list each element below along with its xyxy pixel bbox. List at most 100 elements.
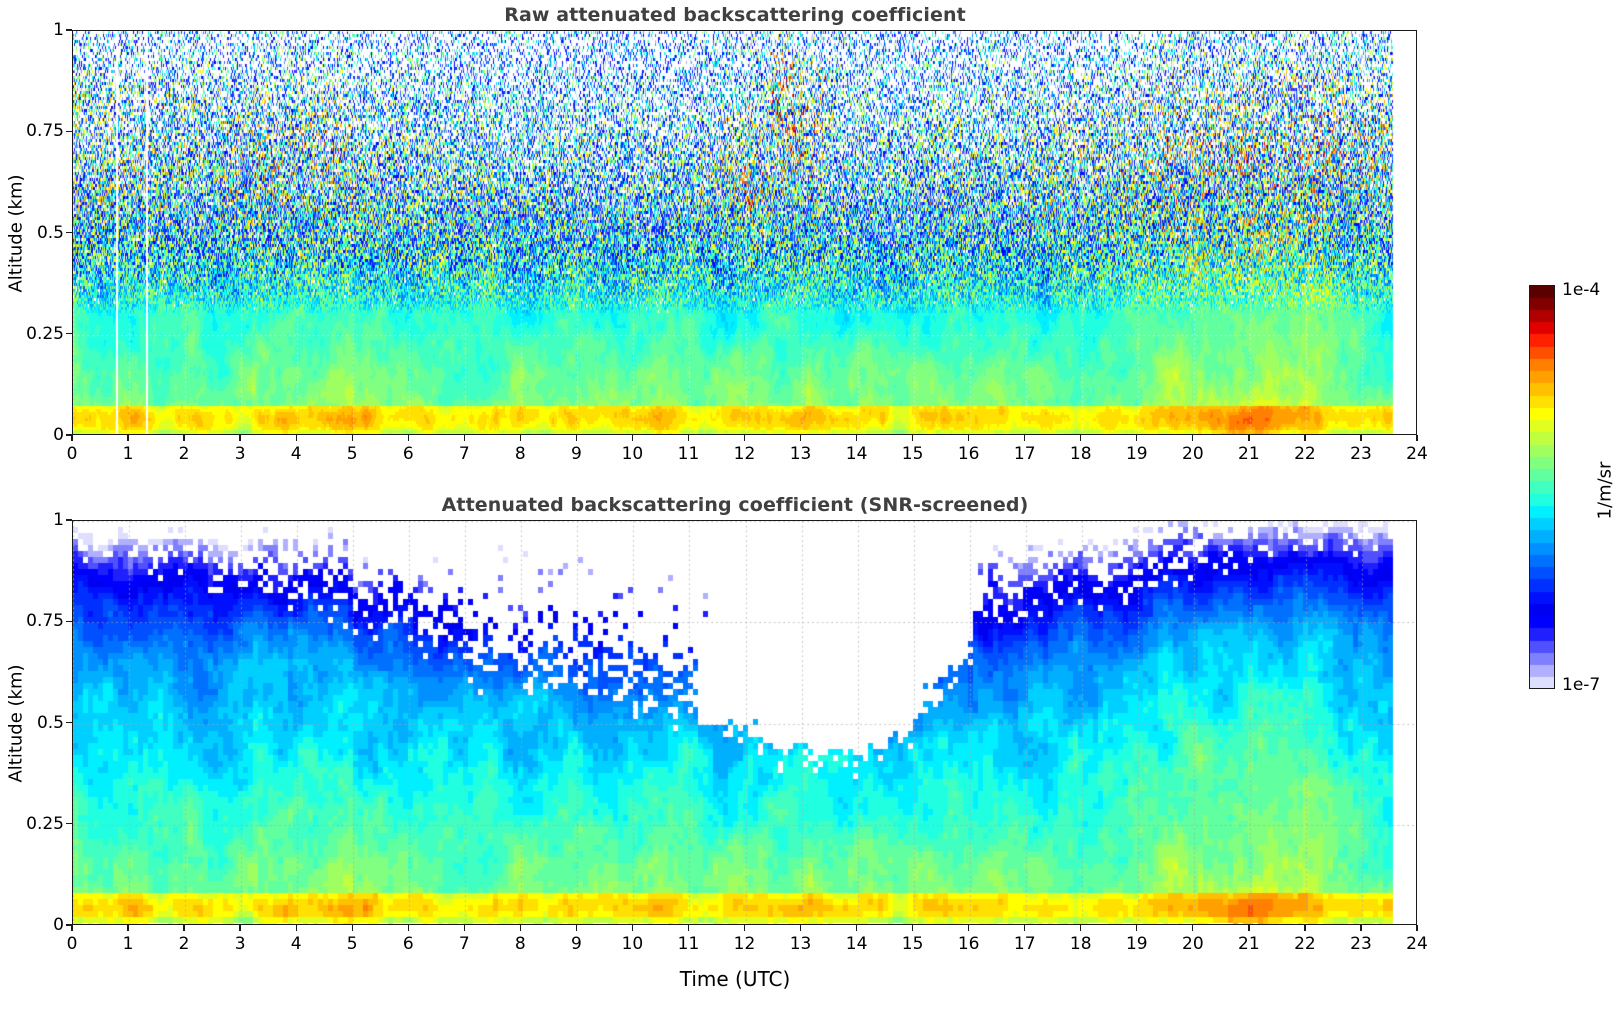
panel-raw-heatmap bbox=[73, 31, 1416, 434]
x-tick-mark bbox=[743, 435, 746, 441]
y-tick-label: 1 bbox=[53, 510, 64, 530]
x-tick-label: 8 bbox=[514, 444, 526, 464]
x-tick-label: 2 bbox=[178, 934, 190, 954]
x-tick-mark bbox=[968, 435, 970, 441]
panel-screened-xlabel: Time (UTC) bbox=[679, 967, 791, 991]
x-tick-label: 9 bbox=[570, 444, 582, 464]
x-tick-mark bbox=[855, 435, 858, 441]
x-tick-label: 19 bbox=[1125, 444, 1148, 464]
y-tick-label: 0.5 bbox=[36, 712, 64, 733]
x-tick-mark bbox=[1248, 925, 1250, 931]
x-tick-label: 24 bbox=[1406, 444, 1428, 464]
x-tick-mark bbox=[351, 435, 353, 441]
x-tick-label: 13 bbox=[789, 444, 812, 464]
y-tick-mark bbox=[66, 29, 72, 31]
x-tick-mark bbox=[799, 925, 802, 931]
x-tick-label: 12 bbox=[733, 444, 756, 464]
x-tick-label: 14 bbox=[845, 934, 868, 954]
x-tick-mark bbox=[71, 925, 73, 931]
x-tick-mark bbox=[575, 925, 578, 931]
panel-screened: Attenuated backscattering coefficient (S… bbox=[0, 488, 1470, 1020]
x-tick-label: 5 bbox=[346, 444, 358, 464]
x-tick-mark bbox=[911, 925, 914, 931]
x-tick-mark bbox=[407, 925, 409, 931]
x-tick-label: 12 bbox=[733, 934, 756, 954]
x-tick-mark bbox=[239, 435, 241, 441]
panel-screened-heatmap bbox=[73, 521, 1416, 924]
panel-raw-plot-area bbox=[72, 30, 1417, 435]
x-tick-label: 8 bbox=[514, 934, 526, 954]
y-tick-label: 1 bbox=[53, 20, 64, 40]
x-tick-label: 0 bbox=[66, 444, 78, 464]
x-tick-label: 20 bbox=[1182, 444, 1204, 464]
colorbar-unit-label: 1/m/sr bbox=[1594, 461, 1616, 520]
x-tick-mark bbox=[295, 435, 297, 441]
x-tick-mark bbox=[1080, 925, 1082, 931]
x-tick-mark bbox=[239, 925, 241, 931]
x-tick-mark bbox=[1304, 925, 1306, 931]
x-tick-label: 11 bbox=[677, 444, 700, 464]
x-tick-label: 11 bbox=[677, 934, 700, 954]
x-tick-mark bbox=[743, 925, 746, 931]
y-tick-mark bbox=[66, 924, 72, 926]
x-tick-mark bbox=[575, 435, 578, 441]
x-tick-label: 15 bbox=[901, 444, 924, 464]
x-tick-mark bbox=[687, 435, 690, 441]
x-tick-label: 21 bbox=[1238, 934, 1260, 954]
x-tick-label: 2 bbox=[178, 444, 190, 464]
x-tick-label: 14 bbox=[845, 444, 868, 464]
x-tick-mark bbox=[1360, 925, 1362, 931]
x-tick-label: 22 bbox=[1294, 934, 1316, 954]
x-tick-label: 4 bbox=[290, 444, 302, 464]
x-tick-label: 13 bbox=[789, 934, 812, 954]
x-tick-label: 4 bbox=[290, 934, 302, 954]
x-tick-mark bbox=[1024, 435, 1026, 441]
y-tick-mark bbox=[66, 434, 72, 436]
x-tick-mark bbox=[855, 925, 858, 931]
x-tick-label: 3 bbox=[234, 444, 246, 464]
y-tick-mark bbox=[66, 333, 72, 335]
x-tick-mark bbox=[968, 925, 970, 931]
x-tick-mark bbox=[631, 925, 634, 931]
x-tick-label: 24 bbox=[1406, 934, 1428, 954]
x-tick-mark bbox=[1136, 925, 1138, 931]
x-tick-label: 20 bbox=[1182, 934, 1204, 954]
y-tick-label: 0.75 bbox=[26, 121, 64, 142]
x-tick-label: 23 bbox=[1350, 444, 1372, 464]
colorbar-canvas bbox=[1530, 286, 1554, 688]
x-tick-label: 10 bbox=[621, 444, 644, 464]
panel-screened-plot-area bbox=[72, 520, 1417, 925]
x-tick-mark bbox=[1416, 435, 1418, 441]
x-tick-label: 16 bbox=[957, 934, 980, 954]
x-tick-mark bbox=[1360, 435, 1362, 441]
y-tick-mark bbox=[66, 519, 72, 521]
x-tick-label: 6 bbox=[402, 934, 414, 954]
colorbar-gradient bbox=[1529, 285, 1555, 689]
x-tick-label: 7 bbox=[458, 444, 470, 464]
x-tick-label: 19 bbox=[1125, 934, 1148, 954]
y-tick-mark bbox=[66, 130, 72, 132]
x-tick-mark bbox=[1136, 435, 1138, 441]
x-tick-mark bbox=[127, 925, 129, 931]
x-tick-mark bbox=[463, 925, 465, 931]
x-tick-mark bbox=[127, 435, 129, 441]
x-tick-mark bbox=[183, 925, 185, 931]
x-tick-label: 1 bbox=[122, 934, 134, 954]
y-tick-mark bbox=[66, 721, 72, 724]
x-tick-label: 1 bbox=[122, 444, 134, 464]
x-tick-mark bbox=[407, 435, 409, 441]
x-tick-mark bbox=[519, 925, 521, 931]
x-tick-label: 0 bbox=[66, 934, 78, 954]
x-tick-label: 17 bbox=[1013, 444, 1036, 464]
x-tick-mark bbox=[295, 925, 297, 931]
x-tick-label: 23 bbox=[1350, 934, 1372, 954]
x-tick-label: 15 bbox=[901, 934, 924, 954]
panel-screened-title: Attenuated backscattering coefficient (S… bbox=[441, 494, 1029, 516]
x-tick-mark bbox=[1192, 435, 1194, 441]
x-tick-mark bbox=[1192, 925, 1194, 931]
x-tick-mark bbox=[519, 435, 521, 441]
x-tick-label: 18 bbox=[1069, 444, 1092, 464]
x-tick-mark bbox=[71, 435, 73, 441]
y-tick-mark bbox=[66, 620, 72, 622]
